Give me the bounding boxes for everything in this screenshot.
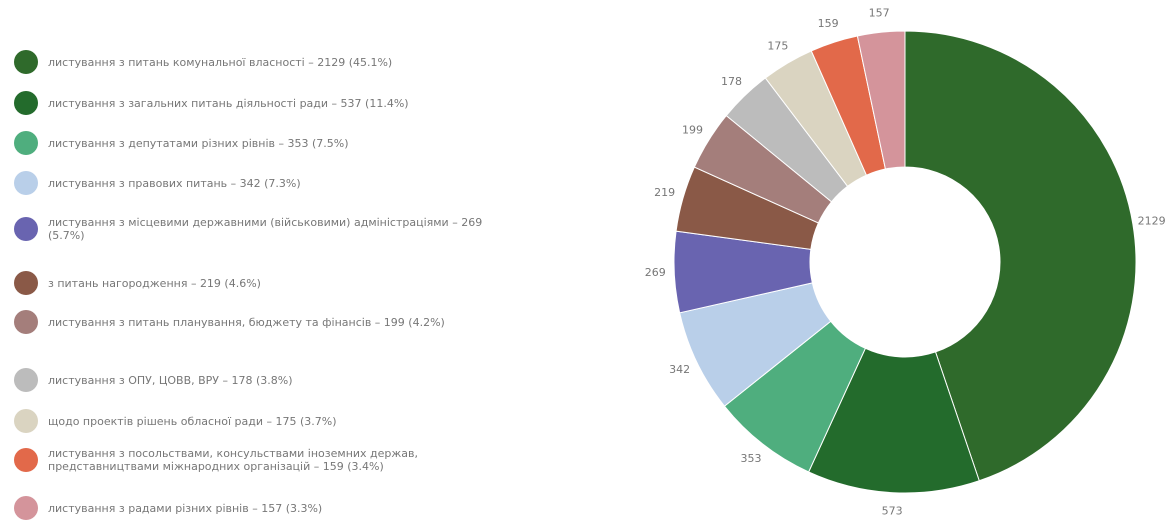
legend-marker: [14, 368, 38, 392]
legend-item: листування з радами різних рівнів – 157 …: [14, 496, 534, 520]
legend-label: листування з радами різних рівнів – 157 …: [48, 501, 323, 515]
legend-label: листування з депутатами різних рівнів – …: [48, 136, 349, 150]
slice-label: 342: [669, 363, 690, 376]
legend-item: з питань нагородження – 219 (4.6%): [14, 271, 534, 295]
slice-label: 159: [818, 17, 839, 30]
legend-marker: [14, 131, 38, 155]
legend-item: листування з правових питань – 342 (7.3%…: [14, 171, 534, 195]
legend-label: щодо проектів рішень обласної ради – 175…: [48, 414, 337, 428]
legend-item: листування з ОПУ, ЦОВВ, ВРУ – 178 (3.8%): [14, 368, 534, 392]
legend-item: листування з посольствами, консульствами…: [14, 447, 534, 473]
legend-marker: [14, 496, 38, 520]
legend-item: листування з питань комунальної власност…: [14, 50, 534, 74]
legend-item: листування з місцевими державними (війсь…: [14, 216, 534, 242]
slice-label: 157: [869, 6, 890, 19]
legend-item: листування з депутатами різних рівнів – …: [14, 131, 534, 155]
donut-slice: [904, 30, 1137, 482]
legend-item: листування з загальних питань діяльності…: [14, 91, 534, 115]
legend-marker: [14, 271, 38, 295]
legend-item: щодо проектів рішень обласної ради – 175…: [14, 409, 534, 433]
slice-label: 2129: [1138, 214, 1166, 227]
donut-slice: [807, 347, 980, 494]
legend-item: листування з питань планування, бюджету …: [14, 310, 534, 334]
legend-marker: [14, 310, 38, 334]
legend-label: листування з питань планування, бюджету …: [48, 315, 445, 329]
legend-label: листування з загальних питань діяльності…: [48, 96, 409, 110]
legend-marker: [14, 217, 38, 241]
legend-label: листування з питань комунальної власност…: [48, 55, 393, 69]
slice-label: 219: [654, 186, 675, 199]
slice-label: 573: [882, 505, 903, 518]
legend-label: листування з правових питань – 342 (7.3%…: [48, 176, 301, 190]
legend-label: з питань нагородження – 219 (4.6%): [48, 276, 261, 290]
legend-marker: [14, 91, 38, 115]
legend-marker: [14, 50, 38, 74]
slice-label: 178: [721, 75, 742, 88]
slice-label: 353: [741, 452, 762, 465]
legend-marker: [14, 409, 38, 433]
donut-slice: [856, 30, 906, 170]
slice-label: 199: [682, 123, 703, 136]
legend-label: листування з ОПУ, ЦОВВ, ВРУ – 178 (3.8%): [48, 373, 293, 387]
legend-marker: [14, 171, 38, 195]
slice-label: 269: [645, 266, 666, 279]
legend-label: листування з місцевими державними (війсь…: [48, 216, 483, 242]
legend-label: листування з посольствами, консульствами…: [48, 447, 419, 473]
slice-label: 175: [767, 40, 788, 53]
legend-marker: [14, 448, 38, 472]
